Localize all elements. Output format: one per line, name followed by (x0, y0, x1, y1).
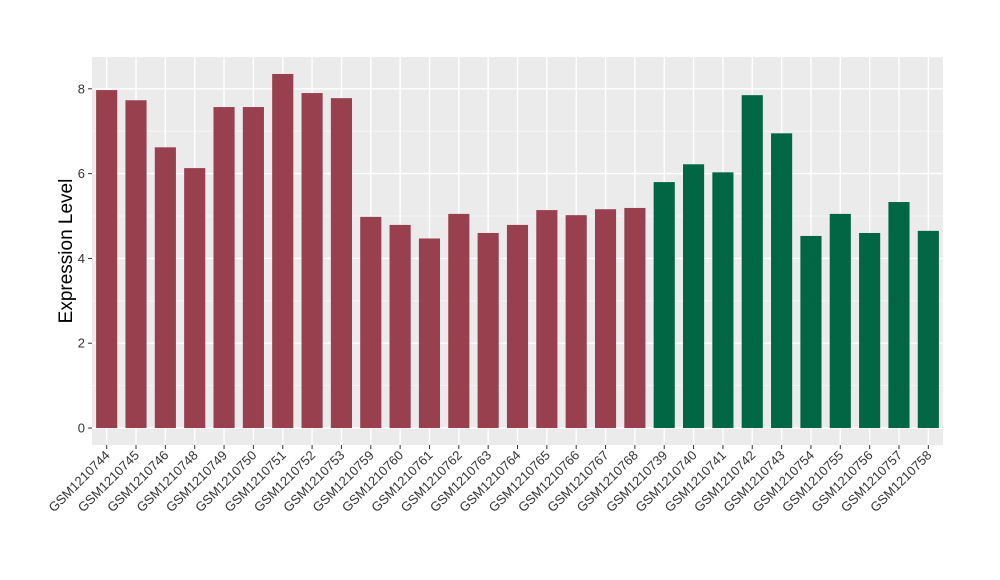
bar-GSM1210760 (389, 224, 411, 429)
y-axis: 0 2 4 6 8 (78, 81, 92, 436)
bar-GSM1210762 (448, 213, 470, 429)
bar-GSM1210766 (565, 215, 587, 429)
bar-GSM1210742 (741, 95, 763, 429)
bar-GSM1210756 (859, 232, 881, 429)
bars (96, 73, 939, 429)
bar-GSM1210763 (477, 232, 499, 429)
bar-GSM1210743 (771, 133, 793, 429)
y-tick-label: 4 (78, 251, 85, 266)
bar-GSM1210739 (653, 182, 675, 429)
bar-GSM1210746 (154, 147, 176, 429)
bar-GSM1210765 (536, 210, 558, 429)
bar-GSM1210759 (360, 216, 382, 429)
bar-GSM1210761 (418, 238, 441, 429)
bar-GSM1210748 (184, 168, 206, 429)
bar-GSM1210754 (800, 235, 822, 429)
y-tick-label: 6 (78, 166, 85, 181)
bar-GSM1210758 (917, 230, 939, 429)
y-tick-label: 8 (78, 81, 85, 96)
y-tick-label: 0 (78, 421, 85, 436)
bar-GSM1210745 (125, 100, 147, 429)
bar-GSM1210752 (301, 93, 323, 429)
bar-GSM1210753 (330, 98, 352, 429)
y-axis-title: Expression Level (56, 179, 77, 324)
bar-GSM1210757 (888, 202, 910, 429)
x-axis: GSM1210744GSM1210745GSM1210746GSM1210748… (45, 445, 934, 515)
bar-GSM1210767 (594, 209, 617, 429)
bar-GSM1210741 (712, 172, 734, 429)
bar-GSM1210755 (829, 213, 851, 429)
bar-GSM1210768 (624, 207, 646, 429)
bar-GSM1210744 (96, 90, 118, 429)
bar-GSM1210740 (683, 164, 705, 429)
bar-GSM1210764 (506, 224, 529, 429)
y-tick-label: 2 (78, 336, 85, 351)
bar-GSM1210750 (242, 107, 264, 429)
bar-GSM1210749 (213, 107, 235, 429)
bar-GSM1210751 (272, 73, 294, 429)
